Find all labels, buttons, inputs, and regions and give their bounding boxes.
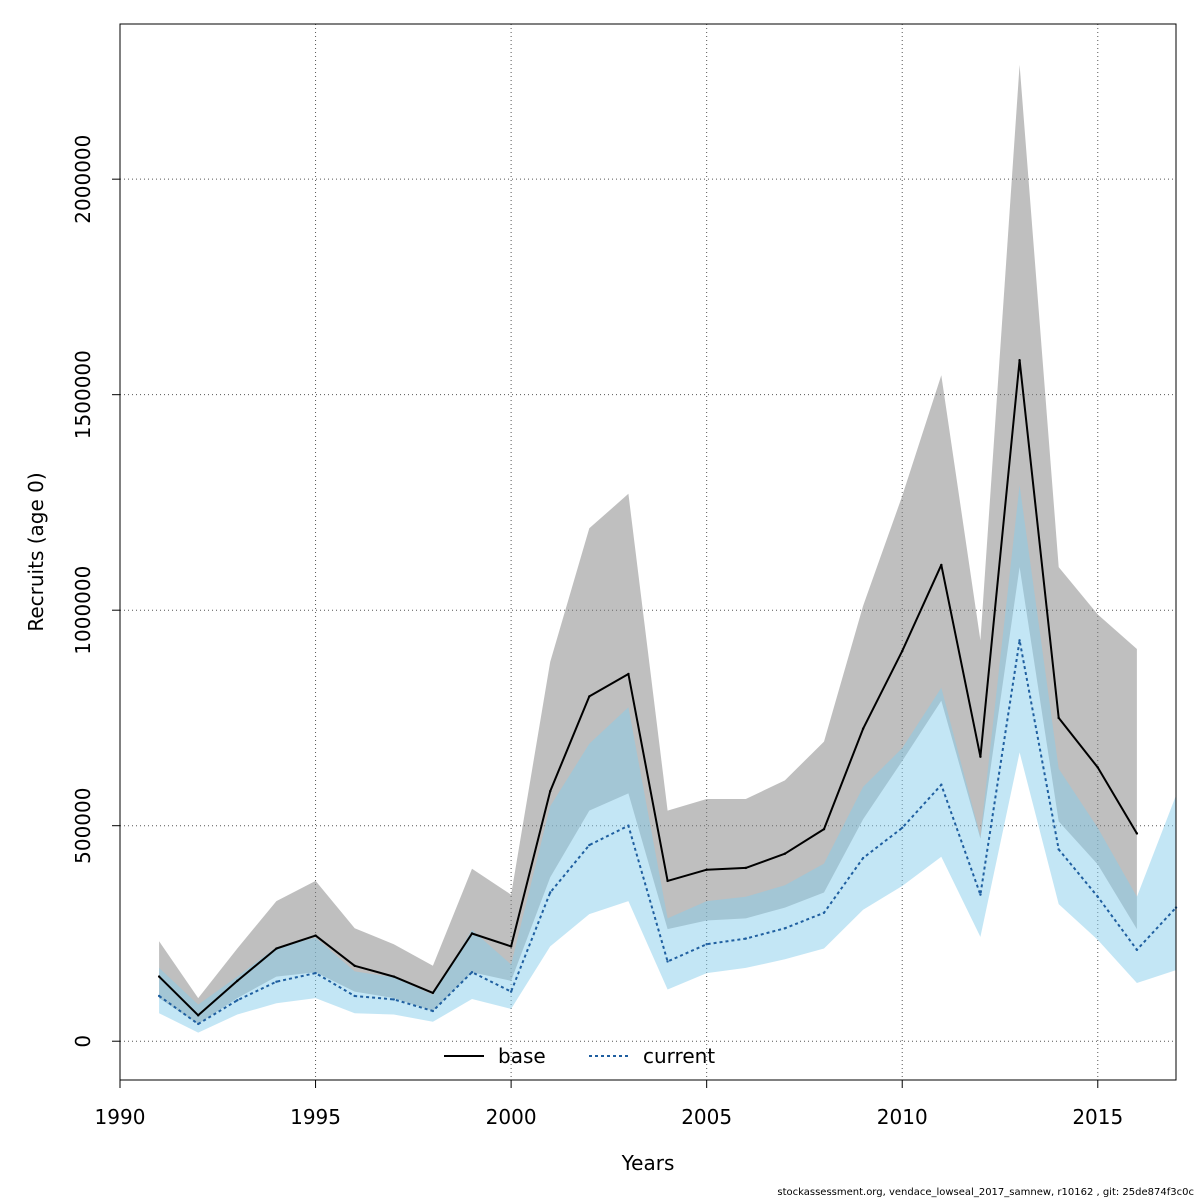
point-base bbox=[353, 964, 356, 967]
y-axis: 0 500000 1000000 1500000 2000000 bbox=[71, 135, 121, 1048]
point-base bbox=[744, 866, 747, 870]
point-base bbox=[157, 975, 161, 978]
point-current bbox=[666, 960, 669, 963]
point-current bbox=[275, 980, 278, 983]
point-current bbox=[744, 937, 747, 940]
point-current bbox=[1057, 848, 1060, 851]
x-tick-label: 2000 bbox=[486, 1105, 537, 1129]
point-current bbox=[588, 843, 591, 847]
point-current bbox=[1096, 895, 1099, 899]
point-base bbox=[1096, 766, 1099, 769]
point-current bbox=[979, 893, 982, 896]
point-current bbox=[470, 971, 474, 974]
point-base bbox=[392, 975, 395, 978]
y-axis-label: Recruits (age 0) bbox=[24, 472, 48, 631]
point-current bbox=[705, 943, 708, 946]
point-base bbox=[549, 790, 552, 793]
y-tick-label: 1000000 bbox=[71, 566, 95, 655]
grid-lines bbox=[120, 24, 1176, 1080]
x-tick-label: 1995 bbox=[290, 1105, 341, 1129]
y-tick-label: 1500000 bbox=[71, 350, 95, 439]
line-base bbox=[158, 359, 1138, 1017]
confidence-bands bbox=[159, 64, 1177, 1033]
line-current bbox=[158, 639, 1177, 1025]
point-base bbox=[275, 947, 278, 950]
point-current bbox=[353, 994, 356, 998]
point-base bbox=[197, 1014, 200, 1017]
point-current bbox=[197, 1022, 200, 1026]
legend-label-base: base bbox=[498, 1044, 546, 1068]
point-current bbox=[627, 824, 630, 827]
point-current bbox=[509, 990, 513, 993]
point-base bbox=[470, 932, 474, 935]
point-current bbox=[1018, 639, 1021, 642]
series-lines bbox=[157, 358, 1178, 1026]
point-current bbox=[901, 826, 904, 830]
x-axis: 1990 1995 2000 2005 2010 2015 bbox=[95, 1079, 1123, 1129]
point-base bbox=[979, 755, 982, 758]
x-tick-label: 2010 bbox=[877, 1105, 928, 1129]
point-current bbox=[314, 971, 317, 975]
x-tick-label: 1990 bbox=[95, 1105, 146, 1129]
x-tick-label: 2015 bbox=[1072, 1105, 1123, 1129]
point-base bbox=[861, 727, 865, 730]
point-base bbox=[509, 945, 513, 948]
point-current bbox=[822, 911, 826, 914]
y-tick-label: 0 bbox=[71, 1035, 95, 1048]
y-tick-label: 500000 bbox=[71, 788, 95, 864]
point-current bbox=[861, 856, 865, 860]
point-base bbox=[314, 934, 317, 937]
point-base bbox=[431, 991, 435, 995]
point-current bbox=[1135, 948, 1139, 952]
point-current bbox=[157, 994, 161, 998]
point-base bbox=[705, 868, 708, 871]
legend: base current bbox=[444, 1044, 715, 1068]
band-current bbox=[159, 485, 1177, 1033]
y-tick-label: 2000000 bbox=[71, 135, 95, 224]
legend-label-current: current bbox=[643, 1044, 715, 1068]
point-current bbox=[236, 999, 239, 1002]
point-base bbox=[588, 695, 591, 698]
point-current bbox=[392, 998, 395, 1001]
point-current bbox=[783, 927, 787, 930]
point-base bbox=[940, 563, 943, 567]
footer-credit: stockassessment.org, vendace_lowseal_201… bbox=[777, 1187, 1194, 1198]
point-base bbox=[783, 852, 787, 855]
point-base bbox=[822, 827, 826, 831]
point-base bbox=[1018, 358, 1021, 362]
x-axis-label: Years bbox=[621, 1151, 675, 1175]
point-current bbox=[549, 891, 552, 894]
point-base bbox=[236, 979, 239, 983]
x-tick-label: 2005 bbox=[681, 1105, 732, 1129]
point-base bbox=[627, 672, 630, 676]
point-base bbox=[1057, 716, 1060, 720]
point-current bbox=[940, 783, 943, 786]
point-current bbox=[431, 1009, 435, 1013]
point-base bbox=[666, 879, 669, 883]
point-base bbox=[901, 649, 904, 653]
point-base bbox=[1135, 832, 1139, 835]
